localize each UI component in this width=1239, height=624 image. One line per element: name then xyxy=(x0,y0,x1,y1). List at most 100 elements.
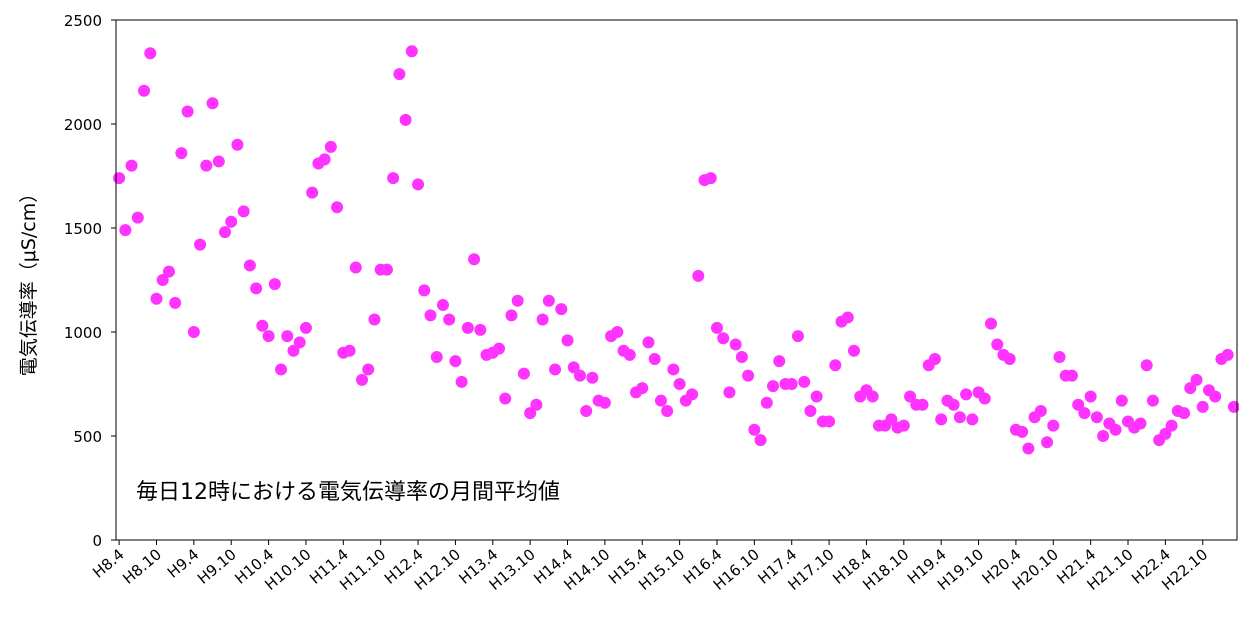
data-point xyxy=(443,313,456,326)
data-point xyxy=(978,392,991,405)
data-point xyxy=(1016,425,1029,438)
data-point xyxy=(218,226,231,239)
y-tick-label: 1500 xyxy=(64,220,102,238)
data-point xyxy=(449,355,462,368)
data-point xyxy=(517,367,530,380)
data-point xyxy=(692,269,705,282)
data-point xyxy=(904,390,917,403)
data-point xyxy=(960,388,973,401)
data-point xyxy=(1221,348,1234,361)
y-tick-label: 0 xyxy=(92,532,102,550)
data-point xyxy=(387,172,400,185)
data-point xyxy=(225,215,238,228)
data-point xyxy=(661,405,674,418)
data-point xyxy=(785,378,798,390)
data-point xyxy=(505,309,518,322)
data-point xyxy=(418,284,431,297)
data-point xyxy=(586,371,599,384)
data-point xyxy=(966,413,979,426)
data-point xyxy=(841,311,854,324)
data-point xyxy=(138,84,151,97)
data-point xyxy=(119,224,132,237)
data-point xyxy=(866,390,879,403)
data-point xyxy=(847,344,860,357)
data-point xyxy=(1053,350,1066,363)
data-point xyxy=(318,153,331,166)
data-point xyxy=(524,407,537,420)
data-point xyxy=(717,332,730,345)
data-point xyxy=(1209,390,1222,403)
data-point xyxy=(673,378,686,390)
data-point xyxy=(735,350,748,363)
data-point xyxy=(1065,369,1078,382)
data-point xyxy=(131,211,144,224)
x-axis-ticks: H8.4H8.10H9.4H9.10H10.4H10.10H11.4H11.10… xyxy=(89,540,1211,594)
data-point xyxy=(150,292,163,305)
data-point xyxy=(667,363,680,376)
data-point xyxy=(1003,353,1016,366)
data-point xyxy=(1078,407,1091,420)
y-tick-label: 500 xyxy=(73,428,102,446)
data-point xyxy=(555,303,568,316)
data-point xyxy=(299,321,312,334)
data-point xyxy=(200,159,213,172)
data-point xyxy=(804,405,817,418)
data-point xyxy=(686,388,699,401)
data-point xyxy=(542,294,555,307)
data-point xyxy=(1072,398,1085,411)
data-point xyxy=(181,105,194,118)
chart-annotation: 毎日12時における電気伝導率の月間平均値 xyxy=(136,480,560,505)
data-point xyxy=(947,398,960,411)
y-tick-label: 2500 xyxy=(64,12,102,30)
data-point xyxy=(991,338,1004,351)
data-point xyxy=(1140,359,1153,372)
x-tick-label: H8.10 xyxy=(119,545,165,588)
data-point xyxy=(1109,423,1122,436)
data-point xyxy=(393,68,406,81)
data-point xyxy=(461,321,474,334)
data-point xyxy=(1165,419,1178,432)
data-point xyxy=(654,394,667,407)
data-point xyxy=(380,263,393,276)
data-point xyxy=(1159,427,1172,440)
data-point xyxy=(144,47,157,60)
data-point xyxy=(175,147,188,160)
data-point xyxy=(212,155,225,168)
data-point xyxy=(573,369,586,382)
data-point xyxy=(156,274,169,286)
data-point xyxy=(1097,430,1110,442)
data-point xyxy=(823,415,836,428)
data-point xyxy=(262,330,275,343)
data-point xyxy=(935,413,948,426)
data-point xyxy=(611,326,624,338)
data-point xyxy=(549,363,562,376)
data-point xyxy=(474,323,487,336)
data-point xyxy=(113,172,126,185)
y-axis-ticks: 0 500 1000 1500 2000 2500 xyxy=(64,12,116,550)
data-point xyxy=(729,338,742,351)
data-point xyxy=(250,282,263,295)
data-point xyxy=(1041,436,1054,449)
data-point xyxy=(1022,442,1035,455)
data-point xyxy=(256,319,269,332)
data-point xyxy=(355,373,368,386)
data-point xyxy=(412,178,425,191)
data-point xyxy=(742,369,755,382)
data-point xyxy=(928,353,941,366)
data-point xyxy=(1047,419,1060,432)
data-point xyxy=(1084,390,1097,403)
data-point xyxy=(511,294,524,307)
data-point xyxy=(897,419,910,432)
data-point xyxy=(829,359,842,372)
data-point xyxy=(362,363,375,376)
data-point xyxy=(125,159,138,172)
data-points xyxy=(113,45,1239,455)
x-tick-label: H9.10 xyxy=(194,545,240,588)
data-point xyxy=(648,353,661,366)
data-point xyxy=(748,423,761,436)
y-axis-label: 電気伝導率（μS/cm） xyxy=(18,184,40,377)
data-point xyxy=(268,278,281,291)
y-tick-label: 1000 xyxy=(64,324,102,342)
data-point xyxy=(704,172,717,185)
